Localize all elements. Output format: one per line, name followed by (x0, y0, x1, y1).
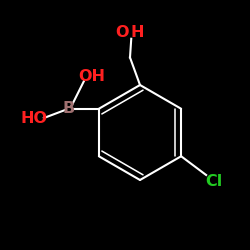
Text: HO: HO (20, 111, 47, 126)
Text: OH: OH (78, 69, 105, 84)
Text: H: H (131, 25, 144, 40)
Text: B: B (63, 101, 75, 116)
Text: Cl: Cl (205, 174, 222, 189)
Text: O: O (115, 25, 129, 40)
